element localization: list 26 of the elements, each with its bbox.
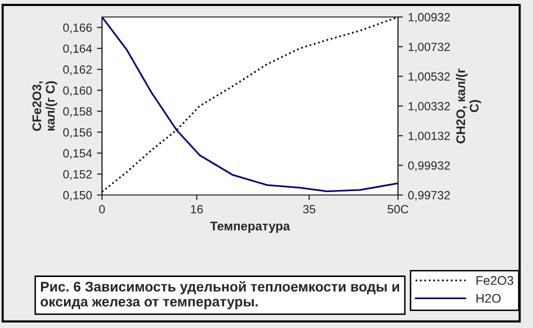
y-tick-label: 0,166	[63, 24, 92, 34]
y2-tick-label: 1,00732	[408, 42, 450, 52]
x-tick-label: 35	[303, 205, 316, 214]
y2-tick-label: 1,00532	[408, 72, 450, 82]
y-axis-title: CFe2O3, кал/(г С)	[32, 81, 58, 131]
y-tick-label: 0,150	[63, 191, 92, 201]
y2-tick-label: 1,00332	[408, 102, 450, 112]
x-tick-label: 0	[99, 205, 105, 214]
text: Рис. 6 Зависимость удельной теплоемкости воды и оксида железа от температуры.	[40, 281, 400, 310]
x-tick-label: 50C	[388, 205, 408, 214]
y-tick-label: 0,156	[63, 128, 92, 138]
legend-label: H2O	[476, 294, 501, 303]
y2-tick-label: 1,00132	[408, 132, 450, 142]
y-tick-label: 0,162	[63, 65, 92, 76]
y-tick-label: 0,154	[63, 149, 92, 159]
x-tick-label: 16	[191, 205, 203, 214]
y2-tick-label: 1,00932	[408, 13, 450, 23]
legend-label: Fe2O3	[476, 276, 514, 285]
y-tick-label: 0,158	[63, 107, 92, 118]
x-axis-title: Температура	[210, 222, 290, 233]
y-tick-label: 0,160	[63, 86, 92, 96]
y-tick-label: 0,164	[63, 44, 92, 54]
y2-tick-label: 0,99932	[408, 161, 450, 172]
y-tick-label: 0,152	[63, 170, 92, 180]
y2-tick-label: 0,99732	[408, 191, 450, 201]
y2-axis-title: CH2O, кал/(г С)	[456, 68, 482, 144]
